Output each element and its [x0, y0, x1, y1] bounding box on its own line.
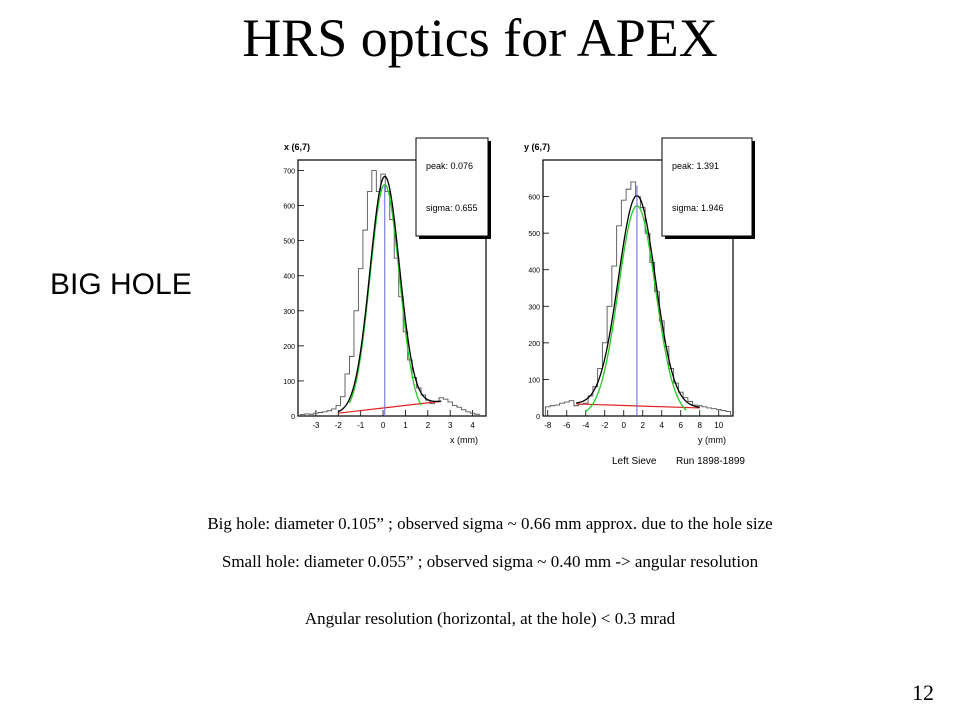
- x-axis-label: y (mm): [698, 435, 726, 445]
- y-tick-label: 300: [283, 309, 295, 316]
- y-tick-label: 200: [283, 344, 295, 351]
- x-tick-label: -8: [544, 421, 552, 430]
- x-tick-label: -1: [357, 421, 365, 430]
- x-tick-label: -2: [335, 421, 343, 430]
- x-tick-label: 8: [698, 421, 703, 430]
- y-tick-label: 400: [283, 274, 295, 281]
- x-tick-label: -4: [582, 421, 590, 430]
- y-tick-label: 700: [283, 169, 295, 176]
- stats-sigma-text: sigma: 1.946: [672, 203, 724, 213]
- footer-left-sieve: Left Sieve: [612, 456, 657, 467]
- x-axis-label: x (mm): [450, 435, 478, 445]
- y-histogram-panel: y (6,7) 0 100 200 300 400 500 600 -8 -6 -4 -2 0 2 4 6 8 1…: [524, 137, 755, 445]
- x-tick-label: 4: [470, 421, 475, 430]
- background-fit-line: [338, 400, 442, 414]
- x-tick-label: 0: [381, 421, 386, 430]
- x-tick-label: 2: [641, 421, 646, 430]
- plot-title: x (6,7): [284, 142, 310, 152]
- x-tick-label: 1: [403, 421, 408, 430]
- plot-title: y (6,7): [524, 142, 550, 152]
- x-tick-label: 0: [622, 421, 627, 430]
- y-tick-label: 200: [528, 341, 540, 348]
- x-tick-label: 10: [714, 421, 723, 430]
- gaussian-fit-curve: [348, 183, 422, 406]
- y-tick-label: 300: [528, 304, 540, 311]
- slide-title: HRS optics for APEX: [242, 8, 718, 68]
- x-tick-label: -6: [563, 421, 571, 430]
- histogram-series: [299, 170, 480, 416]
- x-tick-label: -2: [601, 421, 609, 430]
- stats-peak-text: peak: 1.391: [672, 161, 719, 171]
- total-fit-curve: [338, 175, 442, 413]
- y-tick-label: 400: [528, 268, 540, 275]
- note-angular-resolution: Angular resolution (horizontal, at the h…: [304, 609, 676, 628]
- x-tick-label: -3: [312, 421, 320, 430]
- total-fit-curve: [576, 194, 700, 408]
- x-histogram-panel: x (6,7) 0 100 200 300 400 500 600 700 -3 -2 -1 0 1 2 3 4…: [283, 137, 491, 445]
- x-tick-label: 6: [679, 421, 684, 430]
- x-tick-label: 2: [426, 421, 431, 430]
- y-tick-label: 500: [283, 239, 295, 246]
- y-tick-label: 600: [528, 195, 540, 202]
- y-tick-label: 600: [283, 204, 295, 211]
- note-small-hole: Small hole: diameter 0.055” ; observed s…: [221, 552, 759, 571]
- y-tick-label: 100: [528, 377, 540, 384]
- x-tick-label: 3: [448, 421, 453, 430]
- gaussian-fit-curve: [585, 205, 687, 412]
- page-number: 12: [912, 680, 934, 705]
- stats-box: [661, 137, 753, 237]
- x-tick-label: 4: [660, 421, 665, 430]
- stats-box: [415, 137, 489, 237]
- stats-peak-text: peak: 0.076: [426, 161, 473, 171]
- y-tick-label: 500: [528, 231, 540, 238]
- background-fit-line: [576, 403, 700, 409]
- y-tick-label: 0: [536, 414, 540, 421]
- y-tick-label: 0: [291, 414, 295, 421]
- big-hole-label: BIG HOLE: [50, 268, 192, 301]
- y-tick-label: 100: [283, 379, 295, 386]
- note-big-hole: Big hole: diameter 0.105” ; observed sig…: [207, 514, 773, 533]
- stats-sigma-text: sigma: 0.655: [426, 203, 478, 213]
- footer-run-number: Run 1898-1899: [676, 456, 745, 467]
